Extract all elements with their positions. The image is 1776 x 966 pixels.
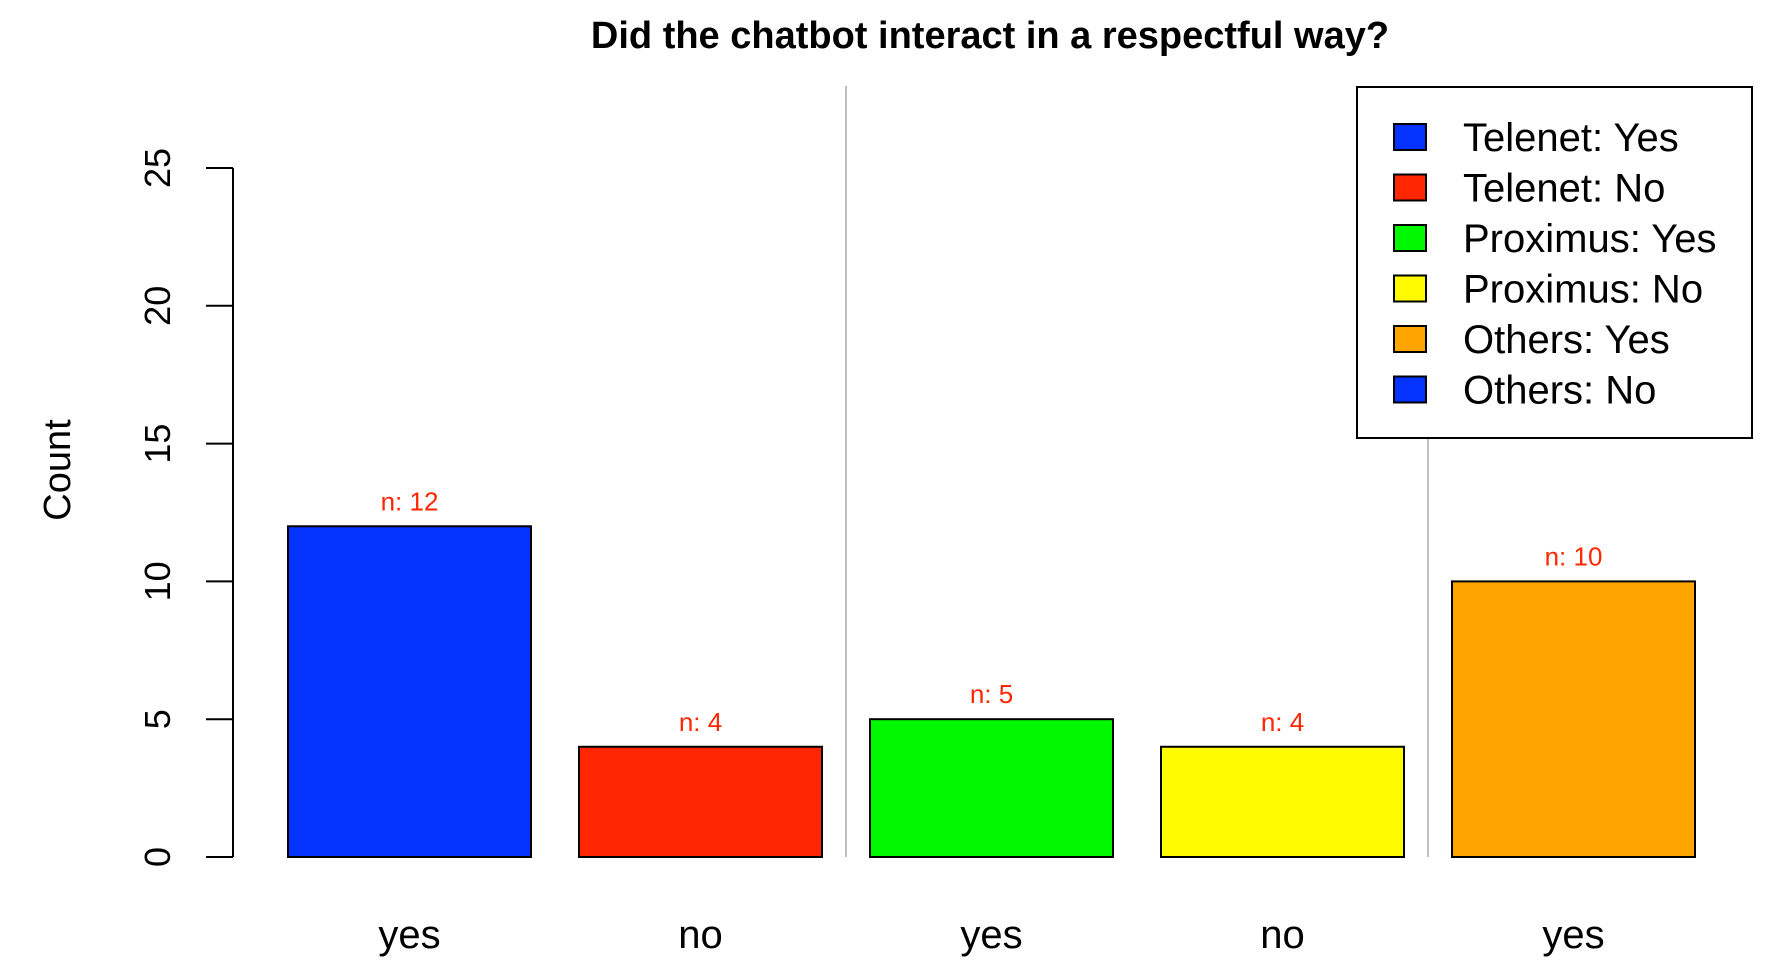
chart-title: Did the chatbot interact in a respectful… bbox=[591, 15, 1389, 57]
y-tick-label: 10 bbox=[137, 561, 178, 601]
legend-label: Telenet: No bbox=[1463, 167, 1665, 211]
y-tick-label: 0 bbox=[137, 847, 178, 867]
legend-swatch bbox=[1393, 123, 1427, 151]
x-category-label: no bbox=[1260, 913, 1305, 957]
legend: Telenet: Yes Telenet: No Proximus: Yes Prox… bbox=[1356, 86, 1753, 439]
x-category-label: no bbox=[678, 913, 723, 957]
x-category-label: yes bbox=[378, 913, 440, 957]
legend-label: Others: Yes bbox=[1463, 318, 1670, 362]
bar-data-label: n: 10 bbox=[1545, 541, 1603, 571]
bar-data-label: n: 4 bbox=[679, 707, 722, 737]
legend-swatch bbox=[1393, 375, 1427, 404]
legend-swatch bbox=[1393, 274, 1427, 303]
bar-data-label: n: 12 bbox=[381, 486, 439, 516]
y-tick-label: 20 bbox=[137, 286, 178, 326]
y-tick-label: 5 bbox=[137, 709, 178, 729]
legend-label: Telenet: Yes bbox=[1463, 116, 1679, 160]
x-category-label: yes bbox=[1542, 913, 1604, 957]
legend-swatch bbox=[1393, 173, 1427, 202]
legend-swatch bbox=[1393, 224, 1427, 252]
bar-data-label: n: 5 bbox=[970, 679, 1013, 709]
bar bbox=[287, 525, 532, 859]
y-axis: 0 5 10 15 20 25 bbox=[137, 148, 234, 867]
x-category-label: yes bbox=[960, 913, 1022, 957]
bar bbox=[1160, 745, 1405, 859]
y-axis-title: Count bbox=[37, 419, 79, 521]
y-tick-label: 25 bbox=[137, 148, 178, 188]
y-tick-label: 15 bbox=[137, 424, 178, 464]
legend-label: Proximus: No bbox=[1463, 268, 1703, 312]
bar bbox=[578, 745, 823, 859]
bar-data-label: n: 4 bbox=[1261, 707, 1304, 737]
legend-label: Others: No bbox=[1463, 369, 1656, 413]
bar bbox=[1451, 580, 1696, 859]
legend-label: Proximus: Yes bbox=[1463, 217, 1716, 261]
bar bbox=[869, 718, 1114, 859]
legend-swatch bbox=[1393, 325, 1427, 353]
bars: n: 12 yes n: 4 no n: 5 yes n: 4 no n: 10 yes bbox=[287, 486, 1696, 957]
